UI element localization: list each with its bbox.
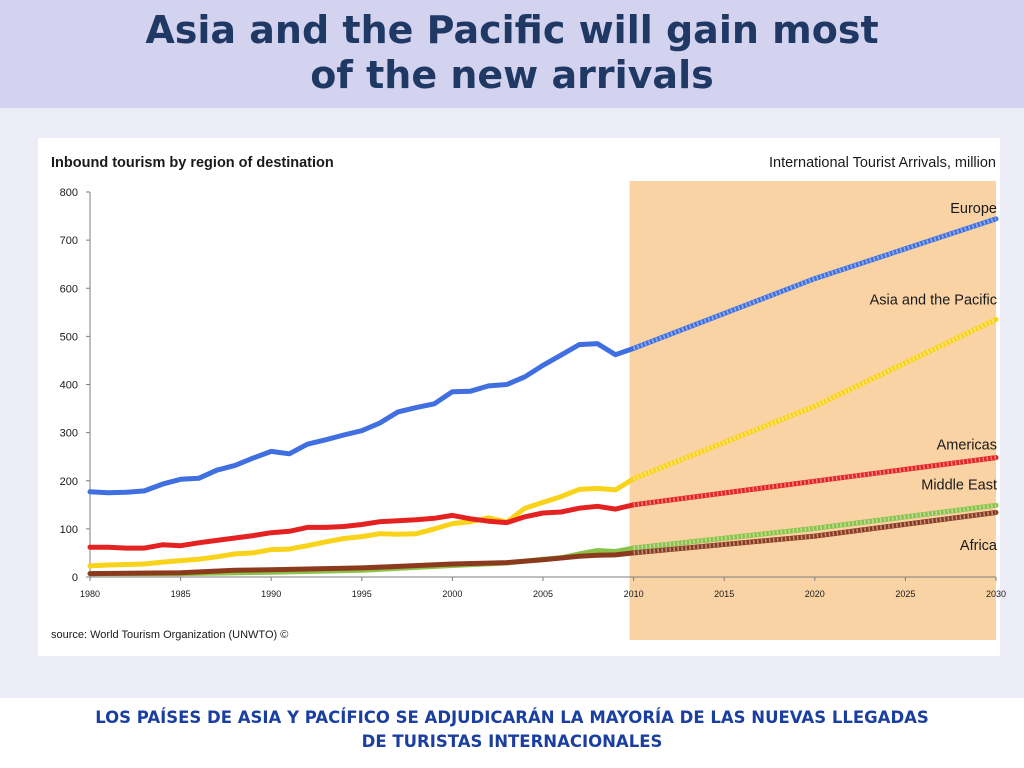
forecast-hatch-middle-east: [633, 503, 997, 551]
slide-title: Asia and the Pacific will gain most of th…: [0, 8, 1024, 98]
series-label-asia-and-the-pacific: Asia and the Pacific: [870, 293, 997, 309]
forecast-hatch-africa: [633, 510, 997, 555]
series-label-europe: Europe: [950, 201, 997, 217]
forecast-region: [629, 181, 996, 640]
series-label-middle-east: Middle East: [921, 477, 997, 493]
x-tick-label: 2030: [986, 589, 1006, 599]
x-tick-label: 2000: [442, 589, 462, 599]
x-tick-label: 1980: [80, 589, 100, 599]
x-tick-label: 1985: [171, 589, 191, 599]
series-label-americas: Americas: [937, 437, 997, 453]
y-tick-label: 0: [72, 572, 78, 584]
x-tick-label: 2015: [714, 589, 734, 599]
y-tick-label: 200: [60, 476, 78, 488]
y-tick-label: 600: [60, 283, 78, 295]
series-line-africa: [87, 550, 637, 577]
slide-subtitle: LOS PAÍSES DE ASIA Y PACÍFICO SE ADJUDIC…: [0, 706, 1024, 754]
forecast-line-middle-east: [631, 502, 999, 551]
y-tick-label: 800: [60, 187, 78, 199]
slide-title-line-1: Asia and the Pacific will gain most: [145, 8, 879, 52]
y-tick-label: 500: [60, 331, 78, 343]
forecast-line-europe: [631, 216, 999, 351]
forecast-hatch-americas: [633, 455, 997, 507]
forecast-line-africa: [631, 510, 999, 556]
source-note: source: World Tourism Organization (UNWT…: [51, 629, 288, 641]
y-tick-label: 100: [60, 524, 78, 536]
forecast-hatch-asia-and-the-pacific: [632, 317, 997, 481]
forecast-hatch-europe: [632, 217, 997, 351]
forecast-line-asia-and-the-pacific: [631, 317, 999, 482]
x-tick-label: 2005: [533, 589, 553, 599]
series-line-asia-and-the-pacific: [87, 476, 637, 569]
slide-title-line-2: of the new arrivals: [310, 53, 714, 97]
x-tick-label: 2020: [805, 589, 825, 599]
series-line-europe: [87, 341, 637, 496]
forecast-line-americas: [631, 455, 999, 508]
x-tick-label: 1995: [352, 589, 372, 599]
slide-subtitle-line-1: LOS PAÍSES DE ASIA Y PACÍFICO SE ADJUDIC…: [95, 708, 929, 727]
y-tick-label: 700: [60, 235, 78, 247]
slide-subtitle-line-2: DE TURISTAS INTERNACIONALES: [361, 732, 663, 751]
x-tick-label: 2025: [895, 589, 915, 599]
chart-title: Inbound tourism by region of destination: [51, 155, 334, 171]
series-line-americas: [87, 502, 637, 551]
y-tick-label: 400: [60, 380, 78, 392]
x-tick-label: 1990: [261, 589, 281, 599]
units-label: International Tourist Arrivals, million: [769, 155, 996, 171]
title-banner: [0, 0, 1024, 108]
series-label-africa: Africa: [960, 538, 998, 554]
x-tick-label: 2010: [624, 589, 644, 599]
y-tick-label: 300: [60, 428, 78, 440]
